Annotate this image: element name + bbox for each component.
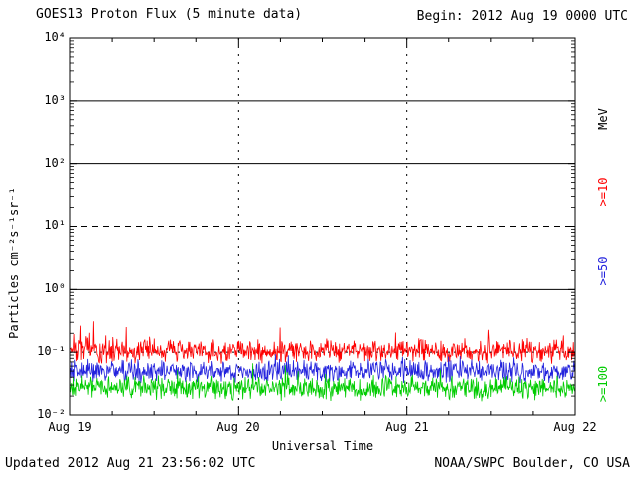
trace-50mev [69,354,576,384]
y-tick-1e2: 10² [44,156,66,170]
series-label-ge100: >=100 [596,365,610,403]
series-label-ge10: >=10 [596,177,610,207]
y-tick-1e-1: 10⁻¹ [37,344,66,358]
y-tick-1e1: 10¹ [44,218,66,232]
x-tick-aug21: Aug 21 [385,420,429,434]
series-label-ge50: >=50 [596,256,610,286]
source-credit: NOAA/SWPC Boulder, CO USA [434,456,630,471]
updated-timestamp: Updated 2012 Aug 21 23:56:02 UTC [5,456,256,471]
y-tick-1e3: 10³ [44,93,66,107]
chart-title: GOES13 Proton Flux (5 minute data) [36,7,303,22]
y-tick-1e-2: 10⁻² [37,407,66,421]
begin-time-label: Begin: 2012 Aug 19 0000 UTC [416,9,628,24]
x-axis-title: Universal Time [271,439,374,453]
trace-10mev [69,321,576,364]
trace-100mev [69,363,576,402]
y-axis-title: Particles cm⁻²s⁻¹sr⁻¹ [7,187,21,339]
flux-traces [69,321,576,402]
axis-ticks [69,37,576,416]
y-tick-1e4: 10⁴ [44,30,66,44]
y-tick-1e0: 10⁰ [44,281,66,295]
gridlines [70,38,575,415]
x-tick-aug22: Aug 22 [553,420,597,434]
x-tick-aug19: Aug 19 [48,420,92,434]
x-tick-aug20: Aug 20 [216,420,260,434]
